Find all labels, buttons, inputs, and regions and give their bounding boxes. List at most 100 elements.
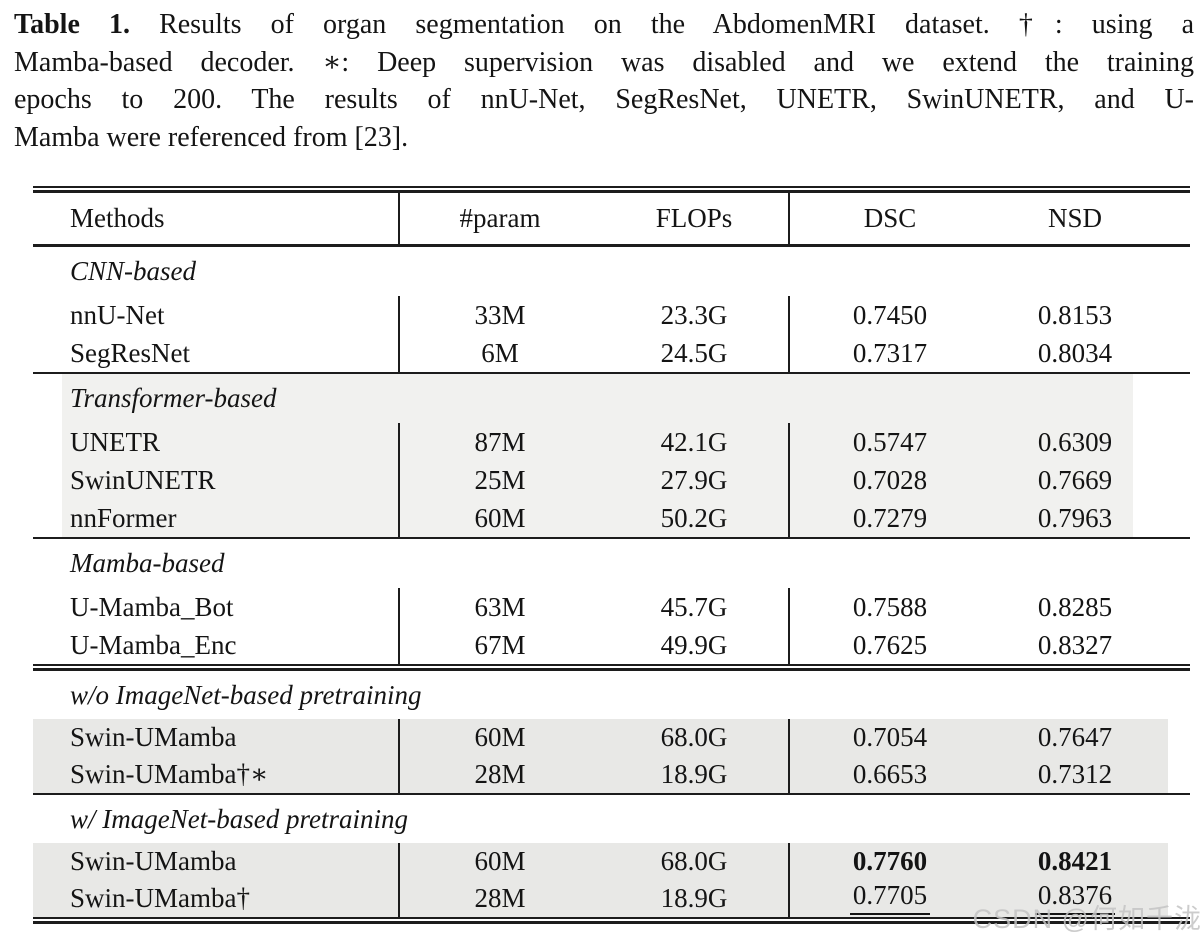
header-rule <box>33 244 1190 247</box>
column-header-dsc: DSC <box>863 203 917 233</box>
column-header-param: #param <box>459 203 541 233</box>
cell-flops: 27.9G <box>600 461 790 499</box>
cell-flops: 49.9G <box>600 626 790 664</box>
cell-nsd: 0.8153 <box>1037 299 1113 330</box>
caption-line-2: Mamba-based decoder. ∗: Deep supervision… <box>14 46 1194 78</box>
csdn-watermark: CSDN @何如千泷 <box>972 904 1202 934</box>
table-caption: Table 1. Results of organ segmentation o… <box>14 6 1194 156</box>
cell-flops: 42.1G <box>600 423 790 461</box>
cell-dsc: 0.7054 <box>852 722 928 752</box>
caption-line-1-text: Results of organ segmentation on the Abd… <box>159 9 1194 40</box>
cell-nsd: 0.8285 <box>1037 591 1113 622</box>
cell-nsd: 0.8034 <box>1037 337 1113 368</box>
caption-line-3: epochs to 200. The results of nnU-Net, S… <box>14 84 1194 115</box>
cell-dsc: 0.7317 <box>852 337 928 368</box>
section-rule <box>33 664 1190 671</box>
cell-dsc: 0.6653 <box>852 759 928 789</box>
section-shading <box>33 719 1168 793</box>
cell-nsd-second-best: 0.8376 <box>990 882 1190 915</box>
section-cnn-based: CNN-based nnU-Net 33M 23.3G 0.7450 0.815… <box>33 247 1190 372</box>
table-row: nnU-Net 33M 23.3G 0.7450 0.8153 <box>33 296 1190 334</box>
table-top-rule <box>33 186 1190 193</box>
section-without-imagenet-pretraining: w/o ImageNet-based pretraining Swin-UMam… <box>33 671 1190 793</box>
cell-dsc-best: 0.7760 <box>852 846 928 876</box>
cell-method: nnFormer <box>33 499 400 537</box>
section-shading <box>62 374 1133 537</box>
cell-dsc: 0.7450 <box>852 299 928 330</box>
table-row: nnFormer 60M 50.2G 0.7279 0.7963 <box>33 499 1190 537</box>
cell-dsc: 0.5747 <box>852 426 928 457</box>
cell-nsd: 0.7647 <box>1037 722 1113 752</box>
results-table: Methods #param FLOPs DSC NSD CNN-based n… <box>33 186 1190 924</box>
table-bottom-rule <box>33 917 1190 924</box>
cell-param: 60M <box>474 502 526 533</box>
cell-flops: 68.0G <box>600 719 790 756</box>
cell-flops: 50.2G <box>600 499 790 537</box>
cell-method: Swin-UMamba†∗ <box>33 756 400 793</box>
section-with-imagenet-pretraining: w/ ImageNet-based pretraining Swin-UMamb… <box>33 795 1190 917</box>
cell-nsd: 0.7963 <box>1037 502 1113 533</box>
section-mamba-based: Mamba-based U-Mamba_Bot 63M 45.7G 0.7588… <box>33 539 1190 664</box>
table-row: Swin-UMamba† 28M 18.9G 0.7705 0.8376 <box>33 880 1190 917</box>
cell-dsc-second-best: 0.7705 <box>790 882 990 915</box>
cell-flops: 18.9G <box>600 756 790 793</box>
table-row: U-Mamba_Bot 63M 45.7G 0.7588 0.8285 <box>33 588 1190 626</box>
caption-line-4: Mamba were referenced from [23]. <box>14 121 409 153</box>
cell-method: U-Mamba_Enc <box>33 626 400 664</box>
section-label: w/ ImageNet-based pretraining <box>70 803 408 834</box>
cell-param: 28M <box>474 759 526 789</box>
cell-param: 87M <box>474 426 526 457</box>
section-rule <box>33 537 1190 539</box>
cell-nsd: 0.8327 <box>1037 629 1113 660</box>
section-shading <box>33 843 1168 917</box>
cell-nsd: 0.6309 <box>1037 426 1113 457</box>
table-row: Swin-UMamba 60M 68.0G 0.7054 0.7647 <box>33 719 1190 756</box>
table-row: SegResNet 6M 24.5G 0.7317 0.8034 <box>33 334 1190 372</box>
section-label: w/o ImageNet-based pretraining <box>70 679 422 710</box>
cell-method: U-Mamba_Bot <box>33 588 400 626</box>
table-row: Swin-UMamba 60M 68.0G 0.7760 0.8421 <box>33 843 1190 880</box>
section-label: CNN-based <box>70 256 197 286</box>
cell-method: UNETR <box>33 423 400 461</box>
cell-dsc: 0.7588 <box>852 591 928 622</box>
cell-flops: 18.9G <box>600 880 790 917</box>
section-transformer-based: Transformer-based UNETR 87M 42.1G 0.5747… <box>33 374 1190 537</box>
section-label: Transformer-based <box>70 383 277 413</box>
cell-method: SegResNet <box>33 334 400 372</box>
caption-label: Table 1. <box>14 9 130 40</box>
table-row: U-Mamba_Enc 67M 49.9G 0.7625 0.8327 <box>33 626 1190 664</box>
cell-param: 60M <box>474 846 526 876</box>
cell-flops: 45.7G <box>600 588 790 626</box>
cell-param: 63M <box>474 591 526 622</box>
cell-param: 6M <box>481 337 519 368</box>
table-row: SwinUNETR 25M 27.9G 0.7028 0.7669 <box>33 461 1190 499</box>
cell-dsc: 0.7279 <box>852 502 928 533</box>
cell-flops: 68.0G <box>600 843 790 880</box>
section-label: Mamba-based <box>70 548 225 578</box>
cell-method: Swin-UMamba <box>33 719 400 756</box>
cell-dsc: 0.7028 <box>852 464 928 495</box>
caption-line-1: Table 1. Results of organ segmentation o… <box>14 6 1194 44</box>
cell-param: 25M <box>474 464 526 495</box>
cell-method: Swin-UMamba† <box>33 880 400 917</box>
cell-param: 28M <box>474 883 526 913</box>
table-row: Swin-UMamba†∗ 28M 18.9G 0.6653 0.7312 <box>33 756 1190 793</box>
cell-dsc: 0.7625 <box>852 629 928 660</box>
cell-nsd-best: 0.8421 <box>1037 846 1113 876</box>
cell-nsd: 0.7312 <box>1037 759 1113 789</box>
cell-method: nnU-Net <box>33 296 400 334</box>
cell-method: Swin-UMamba <box>33 843 400 880</box>
column-header-flops: FLOPs <box>600 193 790 244</box>
section-rule <box>33 372 1190 374</box>
table-row: UNETR 87M 42.1G 0.5747 0.6309 <box>33 423 1190 461</box>
section-rule <box>33 793 1190 795</box>
column-header-nsd: NSD <box>1047 203 1102 233</box>
cell-param: 67M <box>474 629 526 660</box>
cell-flops: 23.3G <box>600 296 790 334</box>
cell-nsd: 0.7669 <box>1037 464 1113 495</box>
column-header-methods: Methods <box>33 193 400 244</box>
cell-method: SwinUNETR <box>33 461 400 499</box>
cell-flops: 24.5G <box>600 334 790 372</box>
cell-param: 33M <box>474 299 526 330</box>
table-header-row: Methods #param FLOPs DSC NSD <box>33 193 1190 244</box>
